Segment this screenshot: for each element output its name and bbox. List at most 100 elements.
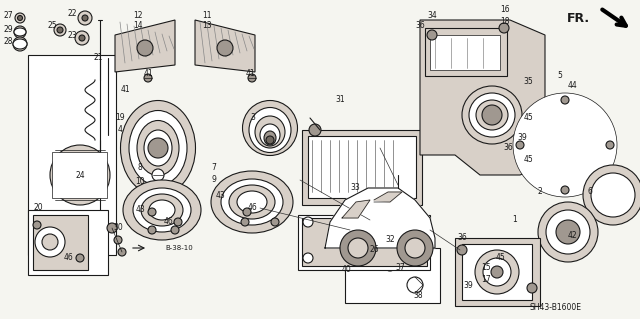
Ellipse shape [476, 100, 508, 130]
Circle shape [516, 141, 524, 149]
Circle shape [17, 41, 24, 48]
Circle shape [144, 74, 152, 82]
Polygon shape [325, 188, 435, 248]
Circle shape [427, 30, 437, 40]
Text: 35: 35 [523, 78, 533, 86]
Text: 46: 46 [63, 254, 73, 263]
Text: 23: 23 [67, 31, 77, 40]
Circle shape [54, 24, 66, 36]
Circle shape [114, 236, 122, 244]
Circle shape [241, 218, 249, 226]
Text: 27: 27 [3, 11, 13, 19]
Text: 45: 45 [523, 155, 533, 165]
Circle shape [583, 165, 640, 225]
Ellipse shape [249, 108, 291, 152]
Ellipse shape [469, 93, 515, 137]
Circle shape [499, 23, 509, 33]
Circle shape [513, 93, 617, 197]
Ellipse shape [141, 194, 183, 226]
Text: 38: 38 [413, 291, 423, 300]
Circle shape [152, 169, 164, 181]
Text: 46: 46 [247, 204, 257, 212]
Ellipse shape [462, 86, 522, 144]
Text: 16: 16 [500, 5, 510, 14]
Text: 15: 15 [481, 263, 491, 272]
Text: SH43-B1600E: SH43-B1600E [529, 303, 581, 313]
Circle shape [14, 26, 26, 38]
Text: 34: 34 [427, 11, 437, 19]
Circle shape [15, 13, 25, 23]
Text: B-38-10: B-38-10 [165, 245, 193, 251]
Circle shape [457, 245, 467, 255]
Circle shape [248, 74, 256, 82]
Bar [302, 130, 422, 205]
Circle shape [530, 110, 600, 180]
Circle shape [217, 40, 233, 56]
Circle shape [82, 15, 88, 21]
Bar [462, 244, 532, 300]
Ellipse shape [255, 116, 285, 148]
Text: 19: 19 [115, 114, 125, 122]
Ellipse shape [149, 200, 175, 220]
Text: 28: 28 [3, 38, 13, 47]
Circle shape [271, 218, 279, 226]
Text: 45: 45 [495, 254, 505, 263]
Bar [52, 152, 107, 198]
Circle shape [17, 16, 22, 20]
Ellipse shape [14, 28, 26, 36]
Circle shape [148, 208, 156, 216]
Text: 22: 22 [67, 10, 77, 19]
Ellipse shape [264, 131, 276, 145]
Text: 10: 10 [135, 177, 145, 187]
Circle shape [17, 29, 23, 35]
Text: 36: 36 [415, 20, 425, 29]
Text: 39: 39 [517, 133, 527, 143]
Circle shape [397, 230, 433, 266]
Circle shape [482, 105, 502, 125]
Text: 33: 33 [350, 183, 360, 192]
Text: 44: 44 [567, 80, 577, 90]
Circle shape [556, 220, 580, 244]
Text: 42: 42 [567, 231, 577, 240]
Ellipse shape [243, 100, 298, 155]
Circle shape [35, 227, 65, 257]
Text: 31: 31 [335, 95, 345, 105]
Circle shape [137, 40, 153, 56]
Circle shape [148, 226, 156, 234]
Text: 25: 25 [47, 20, 57, 29]
Ellipse shape [123, 180, 201, 240]
Text: 36: 36 [503, 144, 513, 152]
Text: 4: 4 [118, 125, 122, 135]
Bar [425, 28, 507, 76]
Circle shape [76, 254, 84, 262]
Text: 41: 41 [245, 69, 255, 78]
Circle shape [415, 253, 425, 263]
Bar [430, 35, 500, 70]
Circle shape [538, 202, 598, 262]
Circle shape [303, 253, 313, 263]
Text: 30: 30 [113, 224, 123, 233]
Circle shape [148, 138, 168, 158]
Circle shape [407, 277, 423, 293]
Text: 14: 14 [133, 20, 143, 29]
Circle shape [405, 238, 425, 258]
Circle shape [415, 217, 425, 227]
Circle shape [606, 141, 614, 149]
Bar [298, 215, 430, 270]
Bar [302, 218, 427, 266]
Text: 40: 40 [342, 265, 352, 275]
Circle shape [558, 138, 572, 152]
Circle shape [561, 186, 569, 194]
Circle shape [591, 173, 635, 217]
Polygon shape [420, 20, 545, 175]
Bar [33, 215, 88, 270]
Circle shape [60, 155, 100, 195]
Text: 32: 32 [385, 235, 395, 244]
Bar [455, 238, 540, 306]
Circle shape [174, 218, 182, 226]
Text: FR.: FR. [567, 11, 590, 25]
Text: 17: 17 [481, 276, 491, 285]
Circle shape [42, 234, 58, 250]
Circle shape [303, 217, 313, 227]
Text: 20: 20 [33, 204, 43, 212]
